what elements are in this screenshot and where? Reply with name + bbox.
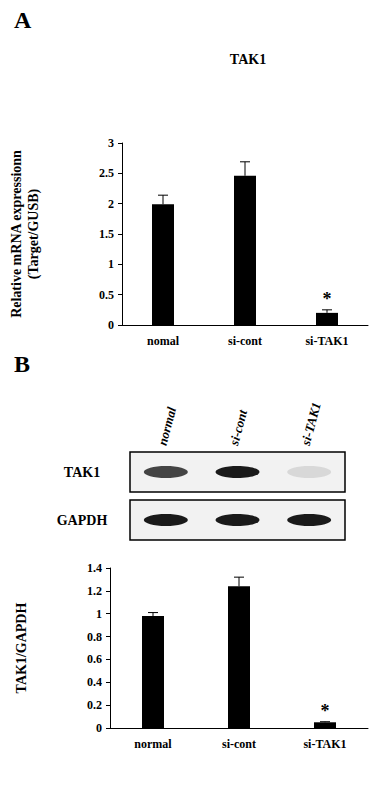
svg-text:si-cont: si-cont — [228, 334, 262, 348]
svg-text:2: 2 — [108, 197, 114, 211]
svg-text:A: A — [14, 7, 32, 33]
svg-text:0.5: 0.5 — [99, 288, 114, 302]
svg-text:TAK1: TAK1 — [230, 52, 266, 67]
svg-text:0.2: 0.2 — [87, 698, 102, 712]
svg-text:1: 1 — [108, 257, 114, 271]
svg-text:Relative mRNA expressionn: Relative mRNA expressionn — [9, 150, 24, 318]
svg-text:TAK1/GAPDH: TAK1/GAPDH — [14, 603, 29, 694]
svg-text:si-cont: si-cont — [226, 408, 250, 448]
svg-text:3: 3 — [108, 136, 114, 150]
svg-text:1: 1 — [96, 607, 102, 621]
svg-text:1.4: 1.4 — [87, 561, 102, 575]
svg-text:normal: normal — [134, 737, 172, 751]
svg-text:si-cont: si-cont — [222, 737, 256, 751]
svg-text:0.8: 0.8 — [87, 630, 102, 644]
svg-text:normal: normal — [155, 405, 180, 447]
svg-text:si-TAK1: si-TAK1 — [298, 400, 324, 447]
svg-text:B: B — [14, 351, 30, 377]
svg-text:*: * — [323, 289, 332, 309]
svg-text:TAK1: TAK1 — [64, 465, 100, 480]
svg-text:GAPDH: GAPDH — [57, 513, 108, 528]
svg-text:si-TAK1: si-TAK1 — [305, 334, 348, 348]
svg-text:0.4: 0.4 — [87, 675, 102, 689]
svg-text:nomal: nomal — [147, 334, 180, 348]
svg-text:2.5: 2.5 — [99, 166, 114, 180]
svg-text:0: 0 — [108, 318, 114, 332]
svg-text:1.2: 1.2 — [87, 584, 102, 598]
svg-text:0.6: 0.6 — [87, 652, 102, 666]
svg-text:0: 0 — [96, 721, 102, 735]
svg-text:1.5: 1.5 — [99, 227, 114, 241]
svg-text:(Target/GUSB): (Target/GUSB) — [26, 188, 42, 279]
svg-text:si-TAK1: si-TAK1 — [303, 737, 346, 751]
svg-text:*: * — [321, 701, 330, 721]
